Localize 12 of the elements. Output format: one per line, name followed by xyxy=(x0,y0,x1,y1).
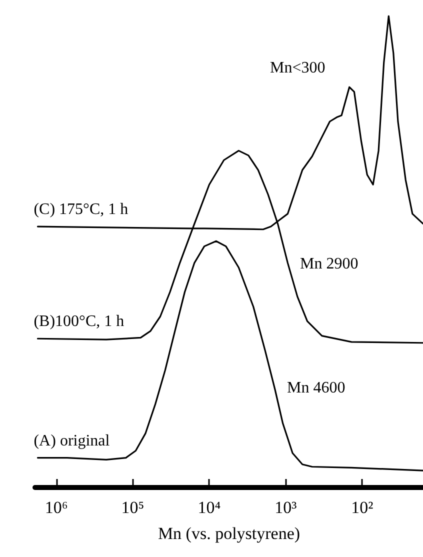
x-tick-label: 10⁵ xyxy=(121,498,144,517)
x-tick-label: 10⁶ xyxy=(44,498,68,517)
x-tick-label: 10² xyxy=(351,498,374,517)
annotation: Mn<300 xyxy=(270,60,326,76)
series-label: (C) 175°C, 1 h xyxy=(34,201,128,218)
x-tick-label: 10⁴ xyxy=(198,498,221,517)
series-label: (B)100°C, 1 h xyxy=(34,313,124,330)
series-label: (A) original xyxy=(34,432,110,450)
x-tick-label: 10³ xyxy=(274,498,297,517)
x-axis-title: Mn (vs. polystyrene) xyxy=(158,524,300,543)
annotation: Mn 4600 xyxy=(287,380,346,396)
annotation: Mn 2900 xyxy=(300,256,358,272)
